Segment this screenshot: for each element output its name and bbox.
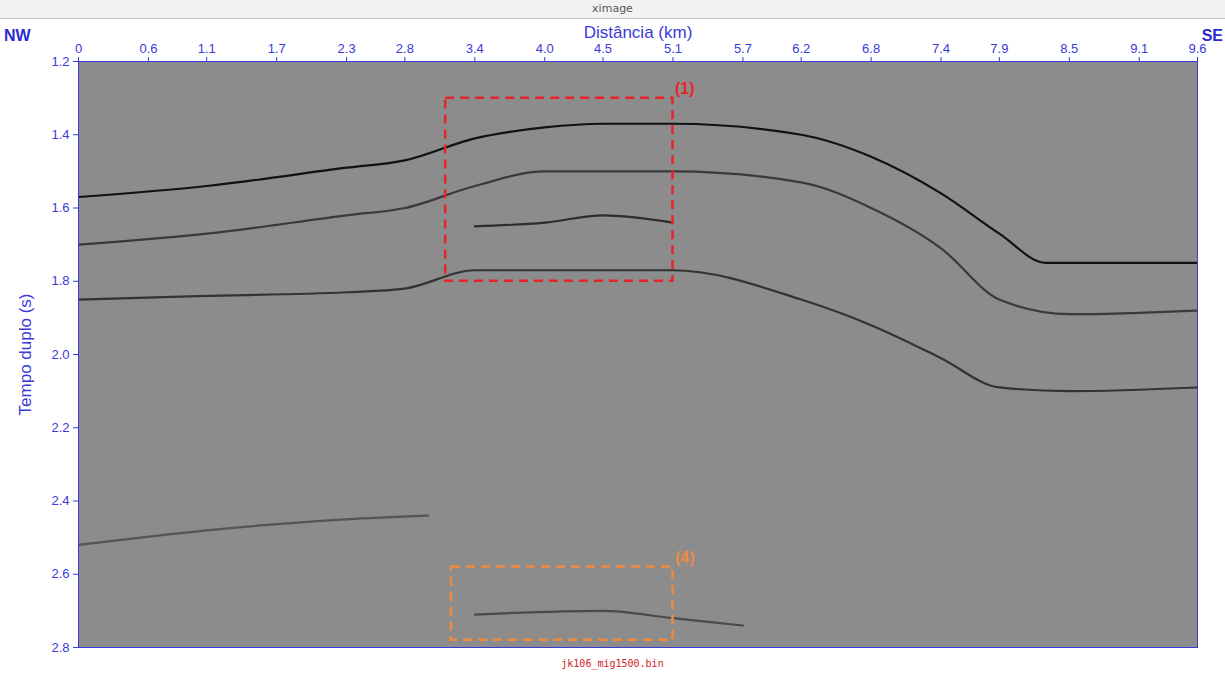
svg-text:1.2: 1.2 [51,54,69,69]
svg-text:9.1: 9.1 [1130,41,1148,56]
svg-text:2.8: 2.8 [51,640,69,655]
html-text:jk106_mig1500.bin: jk106_mig1500.bin [561,658,664,669]
html-text:NW: NW [4,27,31,44]
svg-text:2.6: 2.6 [51,566,69,581]
svg-text:2.4: 2.4 [51,493,69,508]
svg-text:0: 0 [75,41,82,56]
svg-text:(4): (4) [675,549,695,566]
svg-text:6.2: 6.2 [792,41,810,56]
svg-text:0.6: 0.6 [139,41,157,56]
svg-text:2.3: 2.3 [338,41,356,56]
svg-text:1.1: 1.1 [198,41,216,56]
svg-text:4.0: 4.0 [536,41,554,56]
svg-text:4.5: 4.5 [594,41,612,56]
svg-text:5.7: 5.7 [734,41,752,56]
svg-text:5.1: 5.1 [664,41,682,56]
svg-text:8.5: 8.5 [1060,41,1078,56]
svg-text:6.8: 6.8 [862,41,880,56]
html-text:SE: SE [1201,27,1223,44]
svg-text:1.8: 1.8 [51,273,69,288]
svg-text:7.9: 7.9 [990,41,1008,56]
svg-text:2.2: 2.2 [51,420,69,435]
svg-text:1.4: 1.4 [51,127,69,142]
svg-text:Tempo duplo (s): Tempo duplo (s) [16,294,35,416]
svg-text:Distância (km): Distância (km) [584,23,693,42]
svg-text:1.6: 1.6 [51,200,69,215]
svg-text:2.8: 2.8 [396,41,414,56]
svg-text:3.4: 3.4 [466,41,484,56]
svg-text:7.4: 7.4 [932,41,950,56]
html-text:ximage: ximage [592,2,633,15]
svg-text:9.6: 9.6 [1188,40,1207,56]
svg-text:2.0: 2.0 [51,347,69,362]
svg-text:1.7: 1.7 [268,41,286,56]
svg-text:(1): (1) [675,80,695,97]
